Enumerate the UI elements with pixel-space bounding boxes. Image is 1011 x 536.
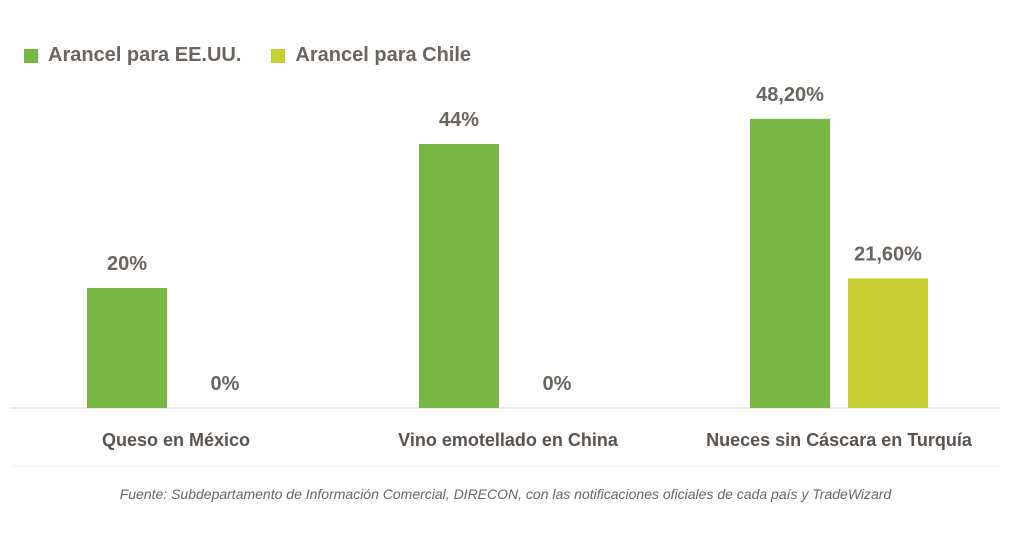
bar-chile-2 [848, 278, 928, 408]
bar-usa-0 [87, 288, 167, 408]
legend-item-usa: Arancel para EE.UU. [24, 44, 241, 67]
data-label-chile-0: 0% [211, 373, 240, 395]
category-label-1: Vino emotellado en China [398, 430, 619, 450]
data-label-chile-1: 0% [543, 373, 572, 395]
legend-label-chile: Arancel para Chile [295, 44, 472, 66]
legend-swatch-chile [271, 48, 286, 63]
bar-usa-1 [419, 144, 499, 408]
data-label-usa-2: 48,20% [756, 84, 824, 106]
legend-item-chile: Arancel para Chile [271, 44, 471, 67]
legend: Arancel para EE.UU. Arancel para Chile [24, 44, 501, 67]
data-label-chile-2: 21,60% [854, 243, 922, 265]
category-label-0: Queso en México [102, 430, 250, 450]
category-label-2: Nueces sin Cáscara en Turquía [706, 430, 973, 450]
bar-usa-2 [750, 118, 830, 409]
legend-swatch-usa [24, 48, 38, 63]
source-note: Fuente: Subdepartamento de Información C… [119, 486, 892, 502]
data-label-usa-1: 44% [439, 109, 479, 131]
data-label-usa-0: 20% [107, 253, 147, 275]
legend-label-usa: Arancel para EE.UU. [48, 44, 242, 66]
bar-chart: 20% 0% Queso en México 44% 0% Vino emotellado… [10, 84, 1001, 467]
